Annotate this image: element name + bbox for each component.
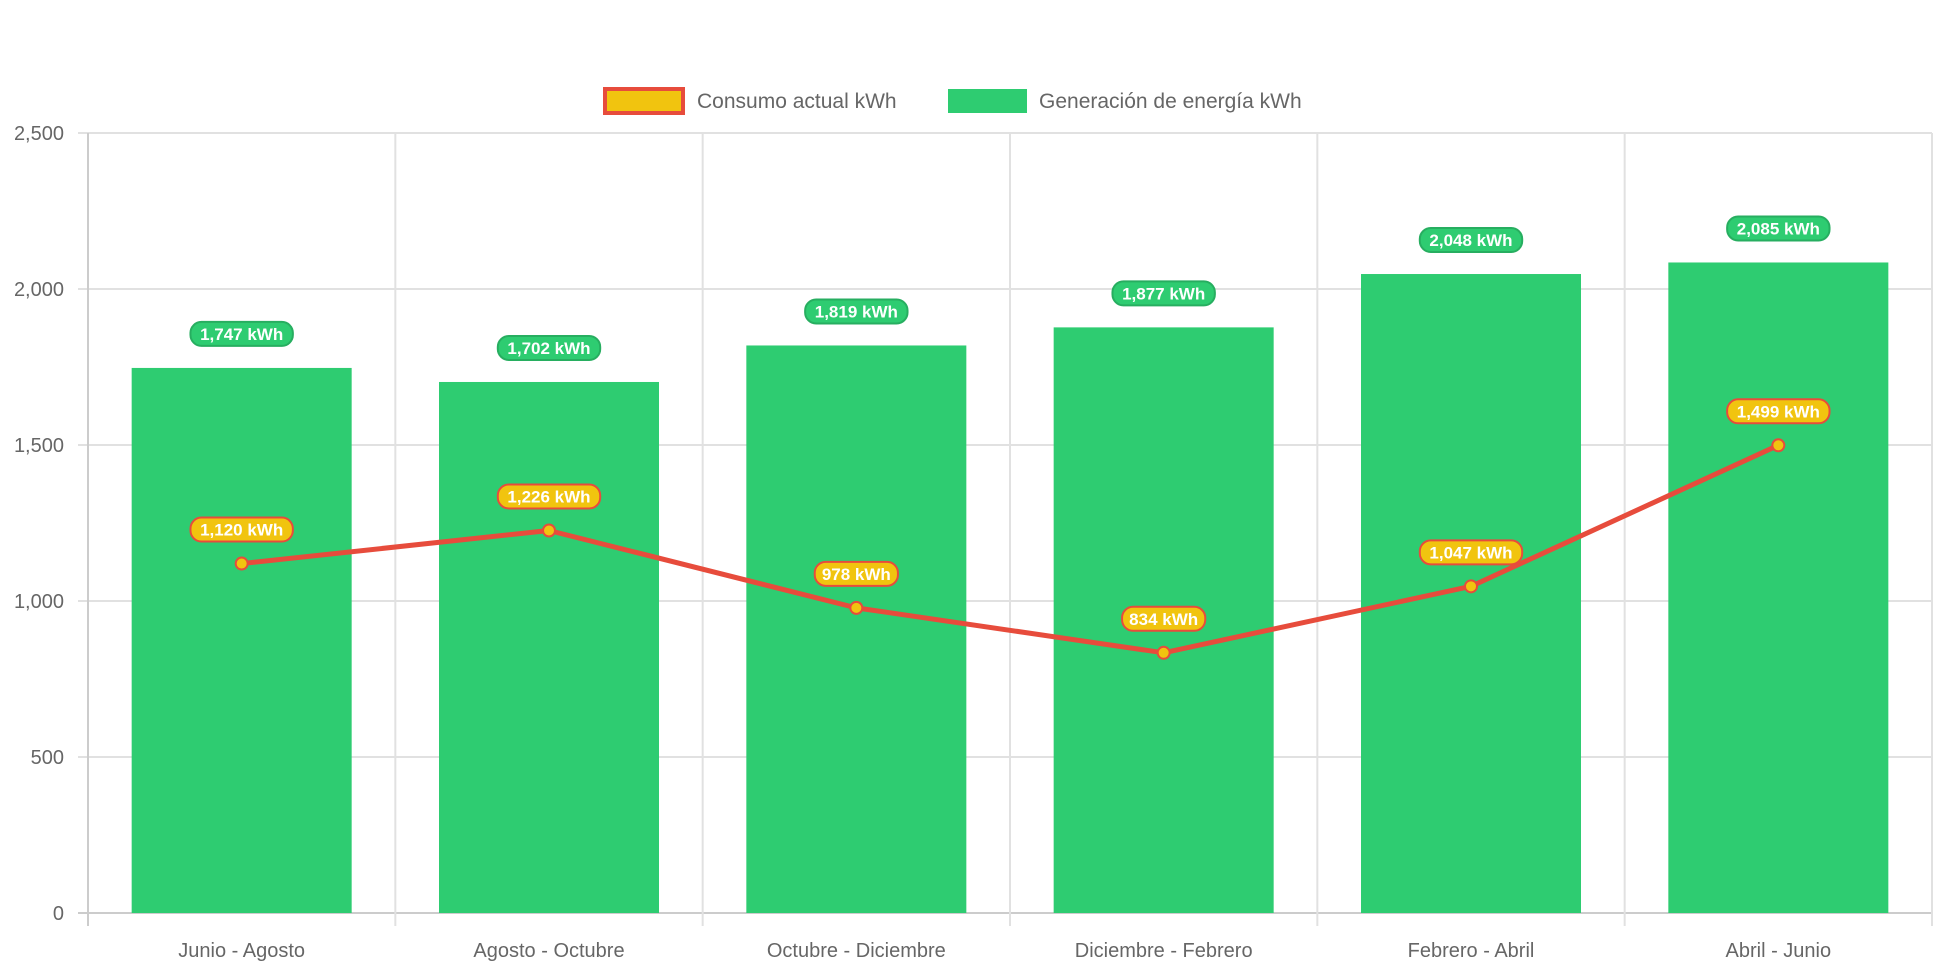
legend-label-generacion: Generación de energía kWh [1039, 90, 1302, 113]
bar-generacion [1668, 262, 1889, 914]
point-consumo [234, 556, 249, 571]
data-label: 1,819 kWh [815, 302, 898, 321]
data-label: 978 kWh [822, 565, 891, 584]
data-label-badge [1726, 215, 1831, 242]
data-label: 1,226 kWh [507, 487, 590, 506]
bar-generacion [439, 381, 659, 913]
y-tick-label: 1,500 [14, 435, 64, 457]
y-tick-label: 2,000 [14, 279, 64, 301]
x-tick-label: Octubre - Diciembre [767, 940, 946, 962]
data-label-badge [1418, 539, 1524, 566]
legend-swatch-consumo [603, 87, 685, 115]
point-consumo [542, 523, 556, 538]
y-tick-label: 500 [31, 747, 64, 769]
point-consumo [849, 600, 864, 615]
data-label: 1,702 kWh [507, 339, 590, 358]
data-label-badge [804, 298, 909, 325]
data-label-badge [1111, 280, 1216, 307]
y-tick-label: 2,500 [14, 123, 64, 145]
data-label-badge [1726, 398, 1831, 425]
x-tick-label: Abril - Junio [1726, 940, 1832, 962]
data-label-badge [189, 516, 294, 543]
x-tick-label: Febrero - Abril [1408, 940, 1535, 962]
data-label-badge [496, 334, 602, 361]
x-tick-label: Agosto - Octubre [473, 940, 624, 962]
point-consumo [1156, 645, 1171, 660]
line-consumo [241, 443, 1780, 656]
bar-generacion [746, 345, 967, 913]
bar-generacion [1361, 274, 1581, 913]
data-label-badge [813, 560, 899, 587]
x-tick-label: Diciembre - Febrero [1075, 940, 1253, 962]
y-tick-label: 0 [53, 903, 64, 925]
data-label-badge [1121, 605, 1207, 632]
data-label-badge [496, 483, 602, 510]
y-tick-label: 1,000 [14, 591, 64, 613]
data-label: 834 kWh [1129, 610, 1198, 629]
data-label: 2,048 kWh [1429, 231, 1512, 250]
data-label: 1,120 kWh [200, 521, 283, 540]
data-label: 1,499 kWh [1737, 402, 1820, 421]
data-label: 2,085 kWh [1737, 219, 1820, 238]
data-label: 1,047 kWh [1429, 543, 1512, 562]
data-label-badge [1418, 227, 1524, 254]
data-label: 1,747 kWh [200, 325, 283, 344]
point-consumo [1464, 579, 1478, 594]
bar-generacion [131, 367, 352, 913]
data-label-badge [189, 320, 294, 347]
point-consumo [1771, 438, 1786, 453]
data-label: 1,877 kWh [1122, 284, 1205, 303]
x-tick-label: Junio - Agosto [178, 940, 305, 962]
legend-swatch-generacion [948, 89, 1027, 113]
legend-label-consumo: Consumo actual kWh [697, 90, 897, 113]
